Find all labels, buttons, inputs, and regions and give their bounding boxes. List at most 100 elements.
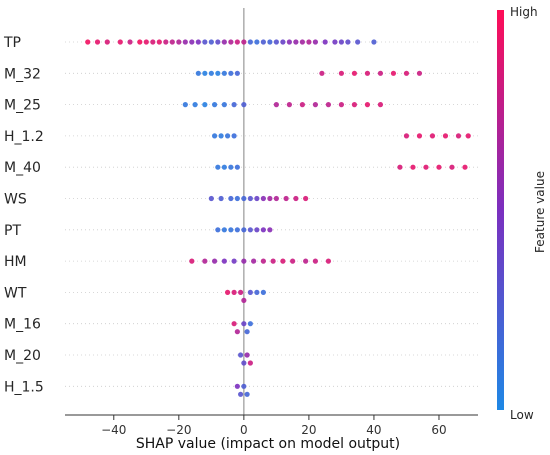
shap-point — [169, 39, 175, 45]
shap-point — [247, 321, 253, 327]
shap-point — [260, 195, 266, 202]
shap-point — [176, 39, 182, 45]
colorbar-low-label: Low — [510, 408, 534, 422]
feature-label: M_32 — [4, 66, 41, 82]
shap-point — [247, 360, 253, 366]
shap-point — [241, 360, 247, 366]
shap-point — [228, 227, 234, 233]
shap-point — [364, 102, 371, 108]
shap-point — [325, 102, 332, 108]
colorbar: High Low Feature value — [497, 5, 547, 422]
shap-point — [104, 39, 110, 45]
shap-point — [280, 258, 286, 264]
shap-point — [202, 258, 208, 264]
shap-point — [238, 352, 244, 358]
shap-point — [231, 102, 237, 108]
shap-point — [299, 102, 305, 108]
feature-label: M_40 — [4, 160, 41, 176]
shap-point — [143, 39, 149, 45]
shap-point — [351, 70, 358, 76]
shap-point — [416, 133, 423, 139]
shap-point — [247, 39, 253, 45]
x-tick-label: 60 — [431, 423, 446, 437]
shap-point — [189, 258, 195, 264]
shap-point — [215, 39, 221, 45]
shap-point — [241, 102, 247, 108]
shap-point — [221, 227, 227, 233]
shap-point — [189, 39, 195, 45]
shap-point — [221, 70, 227, 76]
shap-point — [351, 102, 358, 108]
x-tick-label: 0 — [240, 423, 248, 437]
shap-point — [303, 258, 309, 264]
x-tick-label: −40 — [101, 423, 126, 437]
shap-point — [254, 289, 260, 295]
shap-point — [208, 70, 214, 76]
feature-label: PT — [4, 223, 21, 239]
shap-point — [355, 39, 361, 45]
shap-point — [241, 227, 247, 233]
shap-point — [241, 383, 247, 389]
shap-point — [290, 258, 296, 264]
shap-point — [231, 133, 237, 139]
shap-point — [338, 70, 345, 76]
feature-label: WT — [4, 285, 27, 301]
shap-point — [192, 102, 198, 108]
shap-point — [247, 195, 253, 202]
shap-point — [423, 164, 429, 170]
shap-point — [322, 39, 328, 45]
shap-point — [234, 70, 240, 76]
shap-point — [251, 258, 257, 264]
shap-point — [85, 39, 91, 45]
shap-point — [319, 70, 325, 76]
shap-point — [137, 39, 143, 45]
shap-point — [228, 195, 234, 202]
shap-point — [377, 70, 384, 76]
shap-point — [234, 39, 240, 45]
shap-point — [238, 391, 244, 397]
shap-point — [244, 391, 250, 397]
shap-point — [306, 39, 312, 45]
shap-point — [211, 133, 218, 139]
feature-labels: TP M_32 M_25 H_1.2 M_40 WS PT HM WT M_16 M_20 H_1.5 — [3, 35, 44, 395]
shap-point — [371, 39, 377, 45]
shap-point — [221, 39, 227, 45]
feature-label: H_1.2 — [4, 129, 44, 145]
shap-point — [163, 39, 169, 45]
shap-point — [215, 70, 221, 76]
shap-point — [247, 289, 253, 295]
shap-point — [211, 102, 218, 108]
shap-point — [244, 329, 250, 335]
shap-point — [224, 289, 231, 295]
shap-point — [234, 329, 240, 335]
shap-point — [299, 39, 305, 45]
shap-point — [293, 39, 299, 45]
shap-point — [455, 133, 462, 139]
feature-label: M_25 — [4, 98, 41, 114]
x-tick-label: 20 — [301, 423, 316, 437]
shap-point — [397, 164, 403, 170]
shap-point — [283, 195, 289, 202]
shap-point — [338, 102, 345, 108]
scatter-points — [85, 39, 471, 397]
shap-point — [228, 70, 234, 76]
shap-point — [332, 39, 338, 45]
shap-point — [416, 70, 423, 76]
feature-row-guides — [65, 41, 478, 387]
shap-point — [364, 70, 371, 76]
shap-point — [234, 227, 240, 233]
x-axis: −40 −20 0 20 40 60 — [65, 414, 478, 437]
shap-point — [254, 195, 260, 202]
feature-label: M_20 — [4, 348, 41, 364]
shap-point — [312, 102, 319, 108]
shap-point — [338, 39, 345, 45]
shap-point — [215, 227, 221, 233]
shap-point — [241, 39, 247, 45]
shap-point — [208, 195, 214, 202]
shap-point — [221, 258, 227, 264]
shap-point — [260, 39, 266, 45]
colorbar-title: Feature value — [533, 171, 547, 253]
shap-point — [273, 195, 279, 202]
